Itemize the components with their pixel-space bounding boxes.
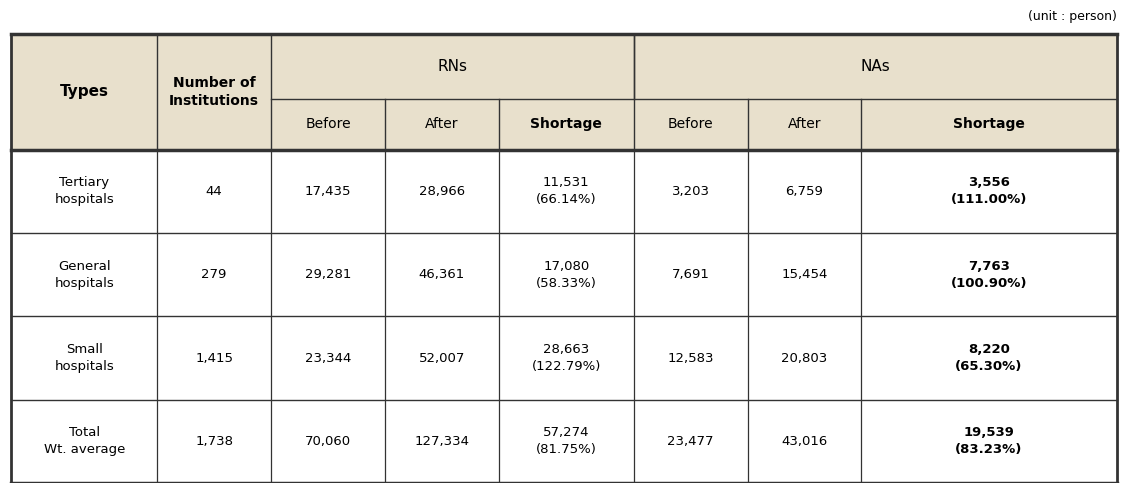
Bar [11,34,157,150]
Text: 8,220
(65.30%): 8,220 (65.30%) [955,343,1023,373]
Bar [11,400,1117,483]
Text: Total
Wt. average: Total Wt. average [44,426,125,456]
Text: 1,415: 1,415 [195,352,233,365]
Text: 17,080
(58.33%): 17,080 (58.33%) [536,260,597,290]
Text: 57,274
(81.75%): 57,274 (81.75%) [536,426,597,456]
Text: Shortage: Shortage [530,117,602,131]
Bar [11,233,1117,316]
Bar [385,99,499,150]
Text: 6,759: 6,759 [785,185,823,198]
Text: 52,007: 52,007 [418,352,465,365]
Text: After: After [425,117,459,131]
Text: Small
hospitals: Small hospitals [54,343,114,373]
Text: General
hospitals: General hospitals [54,260,114,290]
Bar [499,99,634,150]
Bar [271,34,634,99]
Text: 7,763
(100.90%): 7,763 (100.90%) [951,260,1028,290]
Text: 7,691: 7,691 [671,268,710,281]
Text: 43,016: 43,016 [782,435,828,448]
Text: 23,477: 23,477 [668,435,714,448]
Text: (unit : person): (unit : person) [1028,11,1117,23]
Bar [11,150,1117,233]
Text: 3,556
(111.00%): 3,556 (111.00%) [951,176,1028,206]
Text: Shortage: Shortage [953,117,1025,131]
Text: RNs: RNs [438,59,467,74]
Text: 15,454: 15,454 [782,268,828,281]
Text: NAs: NAs [861,59,890,74]
Text: Tertiary
hospitals: Tertiary hospitals [54,176,114,206]
Text: 1,738: 1,738 [195,435,233,448]
Text: 17,435: 17,435 [305,185,351,198]
Bar [11,316,1117,400]
Text: 28,663
(122.79%): 28,663 (122.79%) [531,343,601,373]
Bar [271,99,385,150]
Text: Number of
Institutions: Number of Institutions [169,75,259,108]
Text: Types: Types [60,84,108,99]
Text: 46,361: 46,361 [418,268,465,281]
Text: 127,334: 127,334 [414,435,469,448]
Text: Before: Before [306,117,351,131]
Text: 70,060: 70,060 [305,435,351,448]
Text: 44: 44 [205,185,222,198]
Bar [862,99,1117,150]
Bar [634,34,1117,99]
Text: Before: Before [668,117,713,131]
Bar [157,34,271,150]
Text: 11,531
(66.14%): 11,531 (66.14%) [536,176,597,206]
Text: 29,281: 29,281 [305,268,351,281]
Text: 28,966: 28,966 [418,185,465,198]
Text: 19,539
(83.23%): 19,539 (83.23%) [955,426,1023,456]
Text: 12,583: 12,583 [668,352,714,365]
Text: 23,344: 23,344 [305,352,351,365]
Text: 3,203: 3,203 [671,185,710,198]
Bar [748,99,862,150]
Text: 279: 279 [202,268,227,281]
Text: 20,803: 20,803 [782,352,828,365]
Text: After: After [787,117,821,131]
Bar [634,99,748,150]
